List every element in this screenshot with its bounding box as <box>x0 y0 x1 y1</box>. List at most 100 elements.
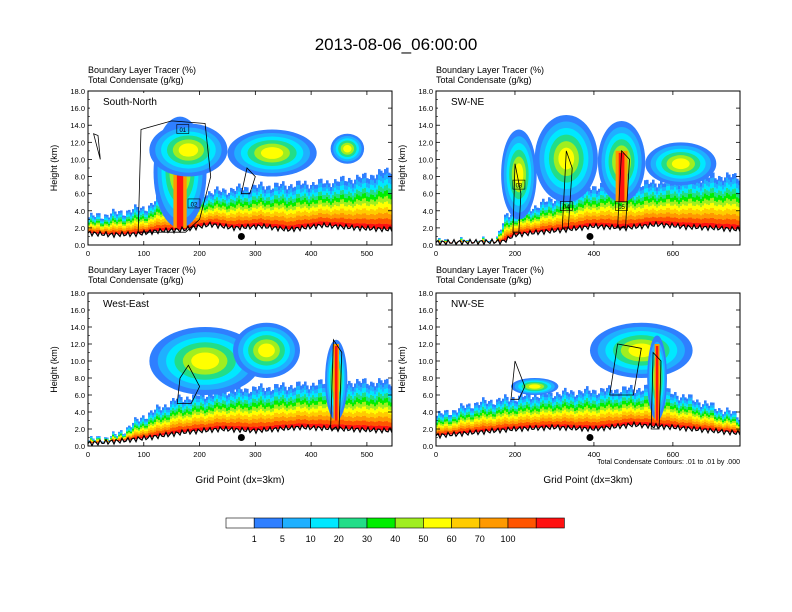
tracer-cell <box>650 213 653 218</box>
tracer-cell <box>118 435 121 437</box>
tracer-cell <box>536 227 539 231</box>
tracer-cell <box>368 179 371 184</box>
tracer-cell <box>540 215 543 219</box>
tracer-cell <box>568 222 571 227</box>
tracer-cell <box>94 440 97 441</box>
tracer-cell <box>266 414 269 419</box>
tracer-cell <box>708 204 711 210</box>
tracer-cell <box>146 230 149 233</box>
tracer-cell <box>730 181 733 187</box>
y-tick-label: 0.0 <box>423 241 433 250</box>
tracer-cell <box>346 214 349 219</box>
tracer-cell <box>678 192 681 197</box>
tracer-cell <box>710 202 713 209</box>
tracer-cell <box>142 213 145 217</box>
tracer-cell <box>382 218 385 225</box>
tracer-cell <box>110 437 113 439</box>
tracer-cell <box>222 219 225 223</box>
tracer-cell <box>156 404 159 408</box>
tracer-cell <box>282 181 285 186</box>
tracer-cell <box>610 204 613 209</box>
tracer-cell <box>668 185 671 191</box>
tracer-cell <box>496 237 499 239</box>
tracer-cell <box>346 416 349 421</box>
tracer-cell <box>194 424 197 428</box>
tracer-cell <box>262 215 265 220</box>
tracer-cell <box>684 184 687 189</box>
tracer-cell <box>290 216 293 222</box>
tracer-cell <box>306 389 309 394</box>
tracer-cell <box>242 203 245 208</box>
tracer-cell <box>728 199 731 205</box>
tracer-cell <box>498 238 501 240</box>
tracer-cell <box>552 223 555 226</box>
tracer-cell <box>226 398 229 402</box>
tracer-cell <box>154 421 157 425</box>
tracer-cell <box>216 189 219 194</box>
tracer-cell <box>242 223 245 228</box>
tracer-cell <box>362 188 365 194</box>
tracer-cell <box>208 406 211 410</box>
tracer-cell <box>232 206 235 211</box>
tracer-cell <box>728 218 731 224</box>
tracer-cell <box>158 406 161 410</box>
tracer-cell <box>224 418 227 423</box>
tracer-cell <box>572 211 575 216</box>
tracer-cell <box>318 397 321 402</box>
tracer-cell <box>222 400 225 404</box>
tracer-cell <box>164 412 167 416</box>
tracer-cell <box>656 204 659 208</box>
tracer-cell <box>298 389 301 395</box>
tracer-cell <box>708 209 711 215</box>
tracer-cell <box>520 219 523 222</box>
tracer-cell <box>570 218 573 223</box>
tracer-cell <box>596 213 599 217</box>
panel-west-east: Boundary Layer Tracer (%) Total Condensa… <box>49 265 393 486</box>
tracer-cell <box>274 384 277 389</box>
tracer-cell <box>548 203 551 207</box>
tracer-cell <box>298 381 301 386</box>
tracer-cell <box>670 217 673 222</box>
tracer-cell <box>204 217 207 221</box>
tracer-cell <box>212 404 215 409</box>
tracer-cell <box>280 200 283 205</box>
tracer-cell <box>144 420 147 423</box>
tracer-cell <box>282 403 285 408</box>
tracer-cell <box>328 412 331 417</box>
tracer-cell <box>316 210 319 215</box>
tracer-cell <box>212 194 215 198</box>
tracer-cell <box>506 232 509 235</box>
tracer-cell <box>730 200 733 206</box>
tracer-cell <box>600 202 603 207</box>
tracer-cell <box>316 400 319 405</box>
tracer-cell <box>556 220 559 225</box>
tracer-cell <box>680 205 683 211</box>
tracer-cell <box>138 430 141 433</box>
tracer-cell <box>94 218 97 221</box>
tracer-cell <box>200 416 203 421</box>
tracer-cell <box>232 404 235 409</box>
tracer-cell <box>214 202 217 206</box>
tracer-cell <box>134 435 137 438</box>
tracer-cell <box>670 213 673 218</box>
tracer-cell <box>264 216 267 220</box>
tracer-cell <box>698 196 701 202</box>
tracer-cell <box>160 414 163 418</box>
tracer-cell <box>626 216 629 221</box>
tracer-cell <box>268 211 271 216</box>
tracer-cell <box>482 240 485 242</box>
tracer-cell <box>620 220 623 225</box>
tracer-cell <box>146 218 149 222</box>
tracer-cell <box>344 416 347 421</box>
tracer-cell <box>306 393 309 398</box>
tracer-cell <box>634 216 637 221</box>
tracer-cell <box>296 180 299 186</box>
tracer-cell <box>530 224 533 228</box>
tracer-cell <box>228 208 231 212</box>
tracer-cell <box>220 396 223 400</box>
tracer-cell <box>174 418 177 422</box>
tracer-cell <box>730 191 733 197</box>
tracer-cell <box>272 223 275 228</box>
tracer-cell <box>660 192 663 197</box>
tracer-cell <box>208 423 211 427</box>
